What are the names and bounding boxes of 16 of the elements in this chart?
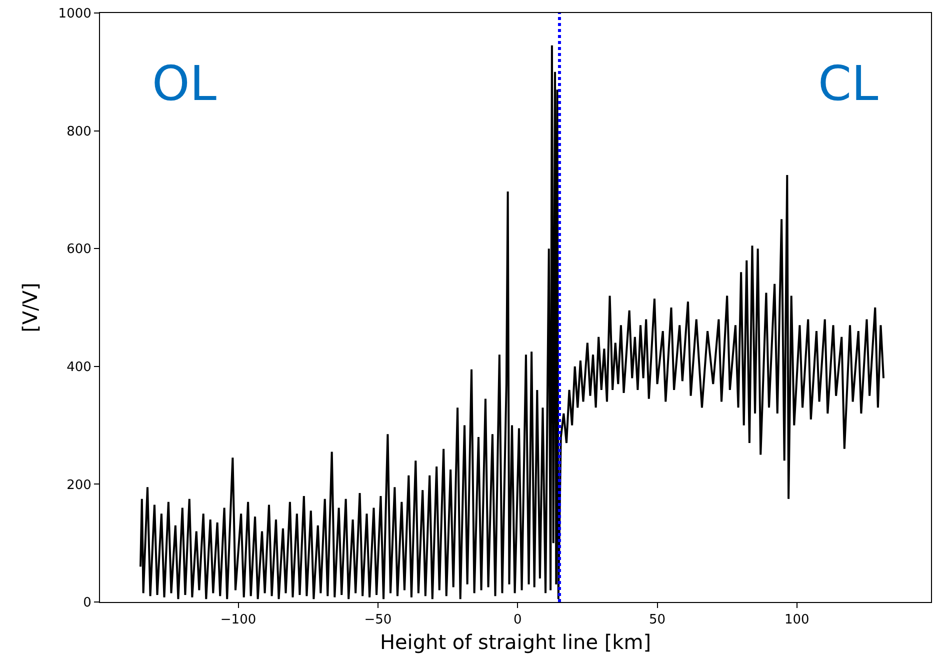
y-tick-label: 200: [66, 478, 92, 493]
x-tick-label: 0: [513, 612, 522, 628]
y-tick-label: 600: [66, 242, 92, 258]
y-tick-label: 1000: [58, 6, 92, 22]
y-axis-title: [V/V]: [18, 282, 42, 332]
y-tick-label: 0: [83, 596, 92, 611]
y-tick-label: 800: [66, 124, 92, 140]
x-tick-label: 100: [784, 612, 810, 628]
x-tick-label: −100: [220, 612, 256, 628]
x-axis-title: Height of straight line [km]: [380, 630, 652, 654]
line-series: [140, 44, 885, 600]
x-tick-label: −50: [364, 612, 392, 628]
annotation: OL: [152, 56, 217, 112]
x-tick-label: 50: [648, 612, 666, 628]
annotation: CL: [818, 56, 879, 112]
y-tick-label: 400: [66, 360, 92, 375]
